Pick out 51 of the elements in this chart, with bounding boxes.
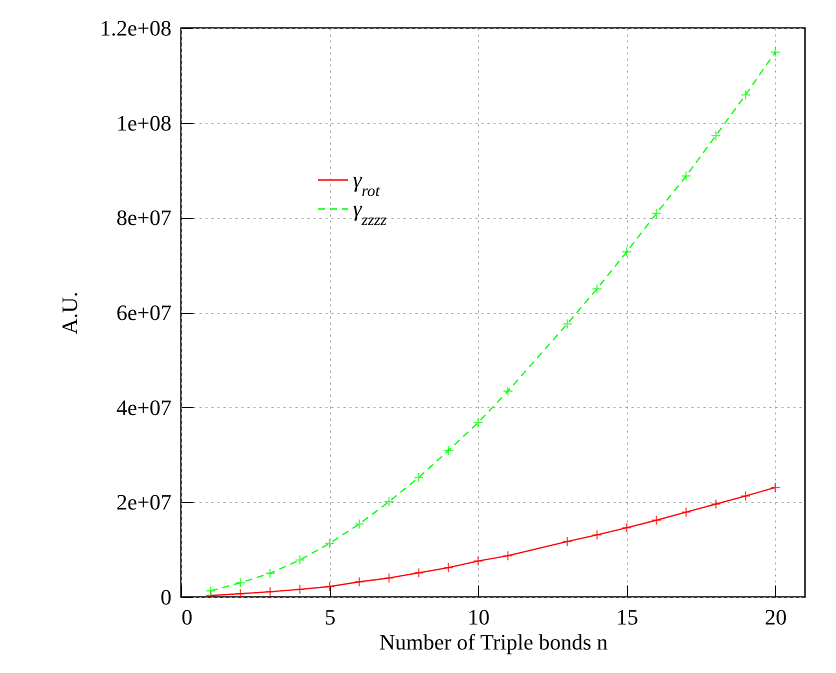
point	[443, 562, 454, 573]
x-tick-label: 20	[764, 604, 787, 630]
y-tick-label: 1.2e+08	[100, 16, 172, 40]
point	[294, 584, 305, 595]
point	[622, 246, 632, 257]
point	[414, 472, 424, 483]
point	[443, 445, 454, 456]
point	[473, 556, 484, 566]
point	[354, 518, 364, 530]
point	[770, 482, 780, 493]
point	[681, 507, 692, 518]
point	[622, 522, 632, 533]
x-tick-label: 10	[468, 604, 490, 630]
point	[740, 490, 751, 502]
point	[235, 588, 246, 597]
point	[473, 417, 484, 428]
point	[294, 554, 305, 566]
y-tick-label: 1e+08	[116, 110, 172, 136]
point	[592, 530, 602, 540]
point	[324, 538, 335, 549]
point	[384, 496, 394, 507]
y-axis-title: A.U.	[56, 292, 82, 334]
point	[681, 170, 692, 182]
point	[710, 130, 721, 141]
point	[206, 586, 216, 596]
y-tick-label: 4e+07	[116, 394, 172, 420]
point	[502, 386, 513, 396]
point	[562, 318, 572, 329]
point	[414, 568, 424, 578]
point	[235, 578, 246, 588]
point	[384, 572, 394, 584]
point	[562, 536, 572, 547]
point	[265, 568, 276, 578]
x-axis-title: Number of Triple bonds n	[379, 630, 608, 654]
point	[354, 576, 364, 587]
x-tick-label: 5	[324, 604, 336, 630]
point	[502, 550, 513, 561]
y-tick-label: 8e+07	[116, 205, 172, 230]
point	[651, 208, 662, 219]
point	[324, 581, 335, 592]
point	[265, 586, 276, 597]
point	[592, 284, 602, 294]
x-tick-label: 0	[182, 604, 192, 630]
y-tick-label: 6e+07	[116, 300, 172, 325]
point	[651, 515, 662, 526]
point	[740, 90, 751, 100]
point	[770, 47, 780, 58]
x-tick-label: 15	[616, 604, 638, 630]
point	[710, 498, 721, 510]
y-tick-label: 2e+07	[116, 490, 172, 515]
y-tick-label: 0	[160, 584, 172, 610]
